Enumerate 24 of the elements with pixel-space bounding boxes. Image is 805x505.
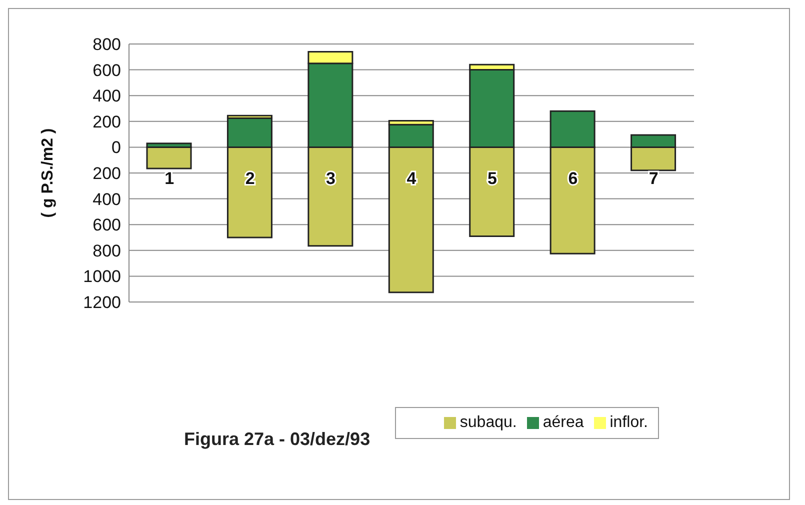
- x-tick-label: 7: [648, 169, 658, 188]
- x-tick-label: 2: [245, 169, 255, 188]
- y-tick-label: 800: [92, 35, 121, 54]
- legend-label: subaqu.: [460, 414, 517, 431]
- x-tick-label: 1: [164, 169, 174, 188]
- x-tick-label: 6: [568, 169, 578, 188]
- x-tick-label: 4: [406, 169, 417, 188]
- y-tick-label: 800: [92, 241, 121, 260]
- bar: [146, 146, 192, 170]
- x-tick-label: 5: [487, 169, 497, 188]
- legend-label: inflor.: [610, 414, 648, 431]
- y-tick-label: 200: [92, 112, 121, 132]
- y-tick-label: 200: [92, 164, 121, 184]
- text: Figura 27a - 03/dez/93: [184, 429, 370, 449]
- y-tick-label: 1000: [83, 267, 121, 286]
- y-tick-label: 1200: [83, 293, 121, 312]
- y-tick-label: 400: [92, 190, 121, 209]
- y-tick-label: 600: [92, 216, 121, 235]
- y-tick-label: 400: [92, 86, 121, 106]
- x-tick-label: 3: [326, 169, 336, 188]
- y-tick-label: 600: [92, 60, 121, 80]
- y-axis-title: ( g P.S./m2 ): [40, 128, 57, 218]
- y-tick-label: 0: [112, 138, 121, 158]
- legend-label: aérea: [542, 414, 584, 431]
